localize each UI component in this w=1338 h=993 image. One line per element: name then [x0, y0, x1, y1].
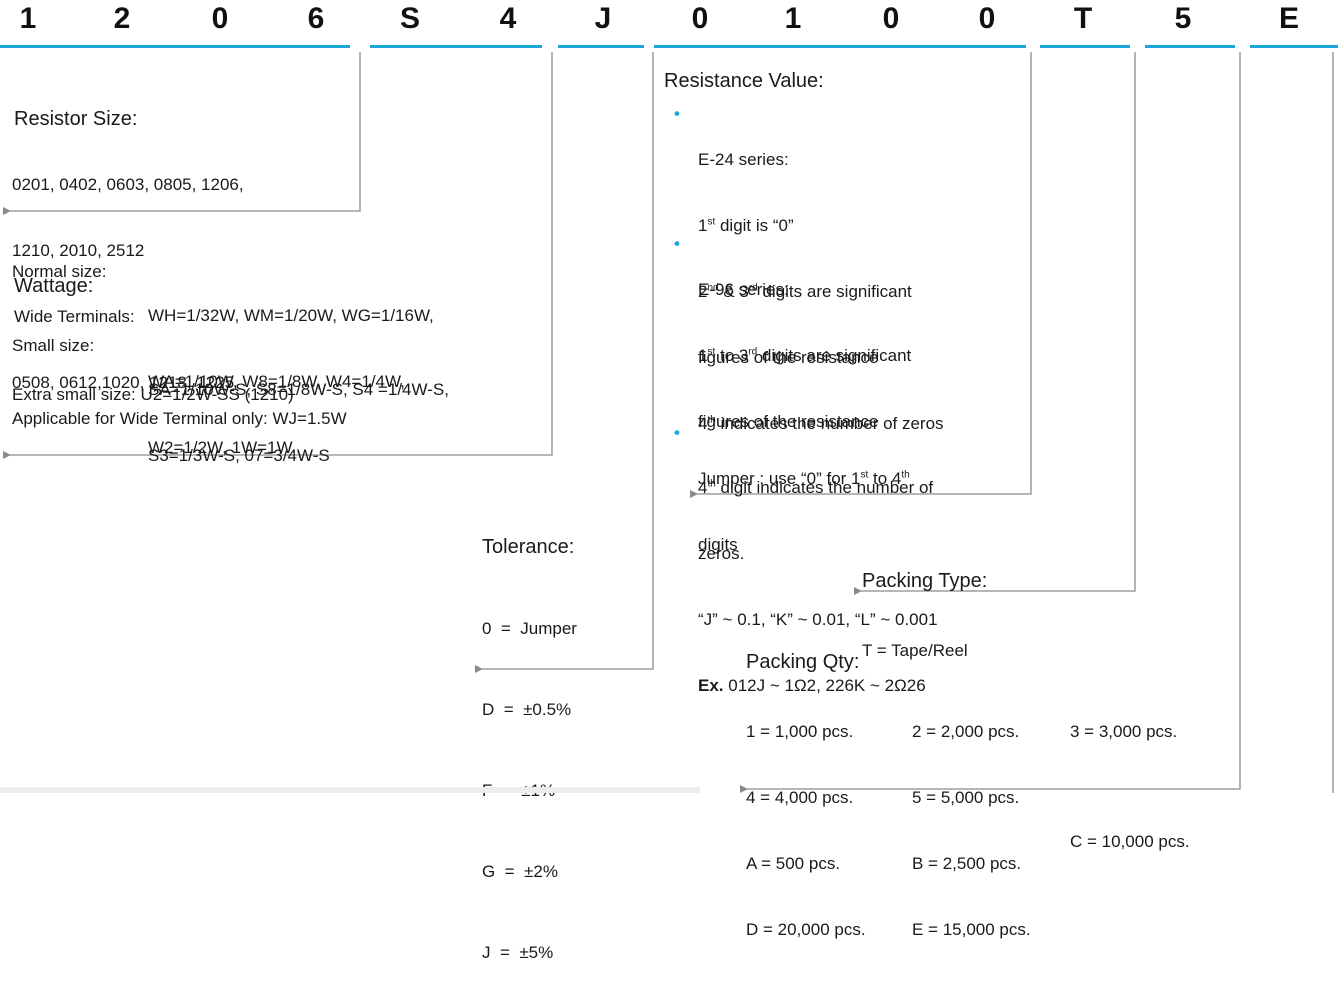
packing-qty-col-2: 2 = 2,000 pcs. 5 = 5,000 pcs. B = 2,500 …: [912, 677, 1031, 963]
tolerance-block: Tolerance: 0 = Jumper D = ±0.5% F = ±1% …: [482, 480, 577, 993]
packing-qty-3: 3 = 3,000 pcs.: [1070, 722, 1178, 741]
packing-type-block: Packing Type: T = Tape/Reel: [862, 526, 987, 684]
wattage-leader: [2, 52, 553, 459]
suffix-group-underline: [1250, 45, 1338, 48]
packing-qty-c: C = 10,000 pcs.: [1070, 832, 1190, 851]
packing-qty-5: 5 = 5,000 pcs.: [912, 788, 1020, 807]
wattage-normal-line-1: WH=1/32W, WM=1/20W, WG=1/16W,: [148, 306, 434, 325]
e24-line-3: figures of the resistance: [698, 348, 879, 367]
e24-bullet: •: [674, 104, 680, 123]
packing-qty-b: B = 2,500 pcs.: [912, 854, 1022, 873]
wattage-title: Wattage:: [14, 275, 94, 297]
wattage-normal-line-2: WA=1/10W, W8=1/8W, W4=1/4W,: [148, 372, 405, 391]
packing-type-line-1: T = Tape/Reel: [862, 641, 968, 660]
resistance-title: Resistance Value:: [664, 70, 824, 92]
tolerance-group-underline: [558, 45, 644, 48]
resistor-size-title: Resistor Size:: [14, 108, 138, 130]
resistor-size-line-2: 1210, 2010, 2512: [12, 241, 145, 260]
tolerance-line-5: J = ±5%: [482, 943, 554, 962]
wattage-small-line-1: SA=1/10W-S, S8=1/8W-S, S4 =1/4W-S,: [148, 380, 449, 399]
e24-line-4: 4th indicates the number of zeros: [698, 414, 944, 433]
jumper-block: Jumper : use “0” for 1st to 4th digits: [698, 424, 910, 578]
resistor-size-line-3: Wide Terminals:: [14, 307, 135, 326]
code-letter-5: S: [399, 2, 420, 35]
packing-qty-d: D = 20,000 pcs.: [746, 920, 866, 939]
resistance-leader: [690, 52, 1032, 498]
code-letter-10: 0: [882, 2, 900, 35]
packing-qty-2: 2 = 2,000 pcs.: [912, 722, 1020, 741]
code-letter-8: 0: [691, 2, 709, 35]
e96-bullet: •: [674, 234, 680, 253]
e96-line-5: “J” ~ 0.1, “K” ~ 0.01, “L” ~ 0.001: [698, 610, 938, 629]
code-letter-13: 5: [1174, 2, 1192, 35]
wattage-small-label: Small size:: [12, 336, 95, 355]
tolerance-line-1: 0 = Jumper: [482, 619, 577, 638]
e24-block: E-24 series: 1st digit is “0” 2nd & 3rd …: [698, 105, 944, 457]
jumper-line-2: digits: [698, 535, 738, 554]
wattage-normal-lines: WH=1/32W, WM=1/20W, WG=1/16W, WA=1/10W, …: [148, 261, 434, 481]
code-letter-4: 6: [307, 2, 325, 35]
wattage-small-line-2: S3=1/3W-S, 07=3/4W-S: [148, 446, 330, 465]
wattage-extra-small: Extra small size: U2=1/2W-SS (1210): [12, 385, 294, 404]
wattage-small-lines: SA=1/10W-S, S8=1/8W-S, S4 =1/4W-S, S3=1/…: [148, 335, 449, 489]
packing-qty-4: 4 = 4,000 pcs.: [746, 788, 854, 807]
leader-lines: [2, 52, 1334, 793]
wattage-group-underline: [370, 45, 542, 48]
jumper-line-1: Jumper : use “0” for 1st to 4th: [698, 469, 910, 488]
code-letter-2: 2: [113, 2, 131, 35]
wattage-wide-terminal: Applicable for Wide Terminal only: WJ=1.…: [12, 409, 347, 428]
resistor-size-line-4: 0508, 0612,1020, 1218, 1225: [12, 373, 235, 392]
code-letter-6: 4: [499, 2, 517, 35]
tolerance-line-4: G = ±2%: [482, 862, 558, 881]
packing-qty-leader: [740, 52, 1241, 793]
code-letter-12: T: [1073, 2, 1093, 35]
e96-line-3: 4th digit indicates the number of: [698, 478, 934, 497]
code-letter-1: 1: [19, 2, 37, 35]
size-group-underline: [0, 45, 350, 48]
packing-type-title: Packing Type:: [862, 570, 988, 592]
packing-qty-e: E = 15,000 pcs.: [912, 920, 1031, 939]
e96-title: E-96 series:: [698, 280, 789, 299]
packing-type-leader: [854, 52, 1136, 595]
code-letter-7: J: [594, 2, 612, 35]
e24-title: E-24 series:: [698, 150, 789, 169]
resistor-size-line-1: 0201, 0402, 0603, 0805, 1206,: [12, 175, 244, 194]
e24-line-2: 2nd & 3rd digits are significant: [698, 282, 912, 301]
packing-qty-group-underline: [1145, 45, 1235, 48]
code-letter-9: 1: [784, 2, 802, 35]
bottom-scroll-strip: [0, 787, 700, 793]
code-letter-14: E: [1278, 2, 1299, 35]
e96-line-4: zeros.: [698, 544, 745, 563]
resistor-size-block: Resistor Size: 0201, 0402, 0603, 0805, 1…: [12, 64, 244, 416]
e96-block: E-96 series: 1st to 3rd digits are signi…: [698, 235, 938, 719]
resistance-group-underline: [654, 45, 1026, 48]
wattage-normal-line-3: W2=1/2W, 1W=1W: [148, 438, 293, 457]
code-letter-11: 0: [978, 2, 996, 35]
e96-line-2: figures of the resistance: [698, 412, 879, 431]
packing-qty-col-1: 1 = 1,000 pcs. 4 = 4,000 pcs. A = 500 pc…: [746, 677, 866, 963]
tolerance-leader: [475, 52, 654, 673]
tolerance-title: Tolerance:: [482, 536, 575, 558]
wattage-block: Wattage:: [14, 231, 93, 321]
packing-qty-title: Packing Qty:: [746, 651, 860, 673]
e96-example: Ex. 012J ~ 1Ω2, 226K ~ 2Ω26: [698, 676, 926, 695]
packing-qty-col-3: 3 = 3,000 pcs. C = 10,000 pcs.: [1070, 677, 1190, 875]
e96-line-1: 1st to 3rd digits are significant: [698, 346, 912, 365]
e24-line-1: 1st digit is “0”: [698, 216, 794, 235]
code-letter-3: 0: [211, 2, 229, 35]
wattage-normal-label: Normal size:: [12, 262, 107, 281]
packing-qty-1: 1 = 1,000 pcs.: [746, 722, 854, 741]
packing-qty-a: A = 500 pcs.: [746, 854, 841, 873]
packing-type-group-underline: [1040, 45, 1130, 48]
tolerance-line-2: D = ±0.5%: [482, 700, 572, 719]
jumper-bullet: •: [674, 423, 680, 442]
size-leader: [2, 52, 361, 215]
